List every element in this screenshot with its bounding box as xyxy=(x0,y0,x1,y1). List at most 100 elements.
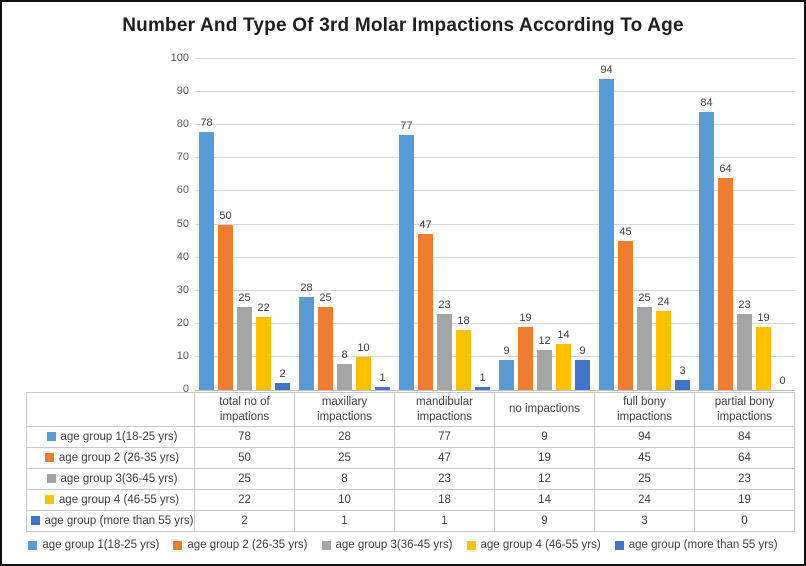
gridline xyxy=(195,322,795,324)
legend-item: age group 4 (46-55 yrs) xyxy=(466,539,601,551)
table-value-cell: 3 xyxy=(594,510,695,532)
bar xyxy=(456,330,471,390)
legend-swatch-icon xyxy=(466,540,476,550)
legend-key-icon xyxy=(46,432,56,441)
bar xyxy=(337,363,352,390)
legend-label: age group (more than 55 yrs) xyxy=(628,539,778,551)
bar xyxy=(537,350,552,390)
bar-value-label: 22 xyxy=(257,302,270,315)
bar xyxy=(318,307,333,390)
y-axis-tick-label: 90 xyxy=(176,85,189,98)
bar-value-label: 19 xyxy=(519,312,532,325)
legend-swatch-icon xyxy=(173,540,183,550)
bar-value-label: 1 xyxy=(379,371,386,384)
plot-area: 0 10 20 30 40 50 60 70 80 90 100 78 50 25 22 2 28 25 8 10 1 7… xyxy=(171,52,795,395)
table-value-cell: 9 xyxy=(494,426,595,448)
table-corner-blank xyxy=(26,392,195,427)
bar-value-label: 14 xyxy=(557,328,570,341)
legend-item: age group (more than 55 yrs) xyxy=(614,539,778,551)
legend-key-icon xyxy=(44,453,54,462)
table-value-cell: 24 xyxy=(594,489,695,511)
table-value-cell: 28 xyxy=(294,426,395,448)
bar xyxy=(375,386,390,390)
y-axis-tick-label: 0 xyxy=(182,383,189,395)
gridline xyxy=(195,91,795,93)
bar-value-label: 50 xyxy=(219,209,232,222)
y-axis-tick-label: 30 xyxy=(176,283,189,296)
bar-value-label: 94 xyxy=(600,63,613,76)
table-value-cell: 64 xyxy=(694,447,795,469)
bar-value-label: 84 xyxy=(700,96,713,109)
table-row: age group 1(18-25 yrs) 78 28 77 9 94 84 xyxy=(26,426,795,448)
series-row-header: age group 1(18-25 yrs) xyxy=(26,426,195,448)
category-header-cell: mandibular impactions xyxy=(394,392,495,427)
legend-item: age group 3(36-45 yrs) xyxy=(321,539,453,551)
bar-value-label: 25 xyxy=(238,292,251,305)
category-header-cell: total no of impations xyxy=(194,392,295,427)
table-value-cell: 19 xyxy=(694,489,795,511)
bar-value-label: 47 xyxy=(419,219,432,232)
table-value-cell: 25 xyxy=(194,468,295,490)
chart-legend: age group 1(18-25 yrs) age group 2 (26-35… xyxy=(2,539,804,551)
bar-value-label: 8 xyxy=(341,348,348,361)
bar-value-label: 18 xyxy=(457,315,470,328)
bar-value-label: 3 xyxy=(679,365,686,378)
table-value-cell: 19 xyxy=(494,447,595,469)
table-value-cell: 23 xyxy=(694,468,795,490)
gridline xyxy=(195,223,795,225)
bar-value-label: 9 xyxy=(579,345,586,358)
gridline xyxy=(195,157,795,159)
bar-value-label: 78 xyxy=(200,116,213,129)
legend-item: age group 1(18-25 yrs) xyxy=(28,539,159,551)
gridline xyxy=(195,256,795,258)
bar xyxy=(475,386,490,390)
bar-value-label: 19 xyxy=(757,312,770,325)
bar xyxy=(399,135,414,390)
series-row-header: age group 2 (26-35 yrs) xyxy=(26,447,195,469)
bar xyxy=(599,78,614,390)
bar xyxy=(418,234,433,390)
bar xyxy=(218,224,233,390)
bar-value-label: 12 xyxy=(538,335,551,348)
bar xyxy=(299,297,314,390)
legend-swatch-icon xyxy=(614,540,624,550)
bar-value-label: 1 xyxy=(479,371,486,384)
bar-value-label: 23 xyxy=(738,298,751,311)
table-value-cell: 45 xyxy=(594,447,695,469)
category-header-cell: full bony impactions xyxy=(594,392,695,427)
table-value-cell: 8 xyxy=(294,468,395,490)
bar-value-label: 28 xyxy=(300,282,313,295)
table-value-cell: 77 xyxy=(394,426,495,448)
gridline xyxy=(195,289,795,291)
legend-label: age group 4 (46-55 yrs) xyxy=(480,539,601,551)
bar-value-label: 10 xyxy=(357,341,370,354)
bar xyxy=(675,380,690,390)
table-row: age group 3(36-45 yrs) 25 8 23 12 25 23 xyxy=(26,468,795,490)
bar xyxy=(275,383,290,390)
table-row: age group (more than 55 yrs) 2 1 1 9 3 0 xyxy=(26,510,795,532)
table-value-cell: 94 xyxy=(594,426,695,448)
table-row: age group 2 (26-35 yrs) 50 25 47 19 45 64 xyxy=(26,447,795,469)
legend-key-icon xyxy=(46,474,56,483)
table-value-cell: 47 xyxy=(394,447,495,469)
bar xyxy=(556,343,571,390)
gridline xyxy=(195,124,795,126)
bar-value-label: 2 xyxy=(279,368,286,381)
y-axis-tick-label: 100 xyxy=(170,52,189,64)
bar xyxy=(718,178,733,390)
table-value-cell: 50 xyxy=(194,447,295,469)
legend-swatch-icon xyxy=(28,540,38,550)
data-table: total no of impations maxillary impaction… xyxy=(26,392,795,532)
legend-key-icon xyxy=(44,495,54,504)
table-value-cell: 84 xyxy=(694,426,795,448)
y-axis-tick-label: 70 xyxy=(176,151,189,164)
table-value-cell: 1 xyxy=(294,510,395,532)
table-value-cell: 0 xyxy=(694,510,795,532)
table-value-cell: 2 xyxy=(194,510,295,532)
y-axis-tick-label: 40 xyxy=(176,250,189,263)
legend-label: age group 2 (26-35 yrs) xyxy=(187,539,308,551)
bar xyxy=(756,327,771,390)
gridline xyxy=(195,390,795,391)
bar xyxy=(637,307,652,390)
